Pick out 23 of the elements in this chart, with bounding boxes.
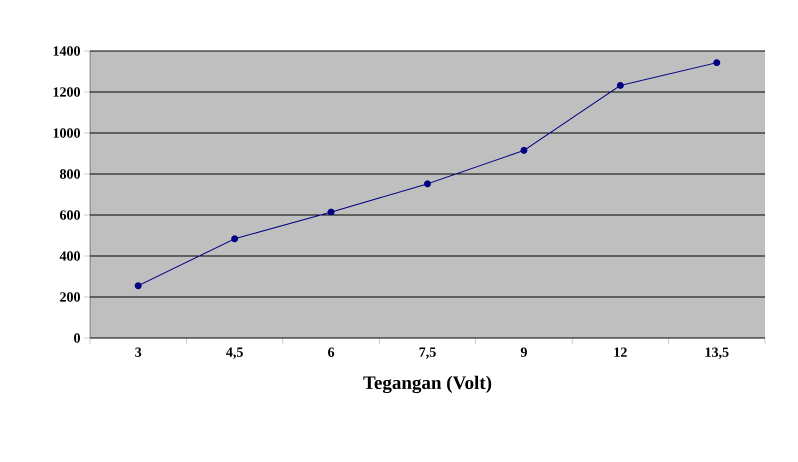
point [520, 146, 528, 154]
x-tick-label: 9 [520, 348, 527, 357]
x-tick-label: 3 [135, 348, 142, 357]
x-tick-label: 7,5 [420, 347, 436, 359]
y-tick-label: 1400 [54, 46, 80, 56]
y-tick-label: 200 [60, 292, 80, 302]
y-tick-label: 1200 [54, 87, 80, 97]
x-axis-title: Tegangan (Volt) [363, 376, 492, 394]
y-tick-label: 0 [74, 333, 80, 343]
y-tick-label: 600 [60, 210, 80, 220]
y-tick-label: 1000 [54, 128, 80, 138]
point [231, 235, 238, 242]
point [616, 82, 624, 89]
x-tick-label: 6 [328, 348, 334, 357]
point [424, 180, 431, 188]
x-tick-label: 12 [614, 348, 627, 357]
point [328, 208, 335, 216]
x-tick-label: 4,5 [226, 347, 243, 359]
point [713, 59, 720, 66]
point [134, 282, 142, 290]
y-tick-label: 800 [60, 169, 80, 179]
x-tick-label: 13,5 [706, 348, 729, 359]
y-tick-label: 400 [60, 251, 80, 261]
